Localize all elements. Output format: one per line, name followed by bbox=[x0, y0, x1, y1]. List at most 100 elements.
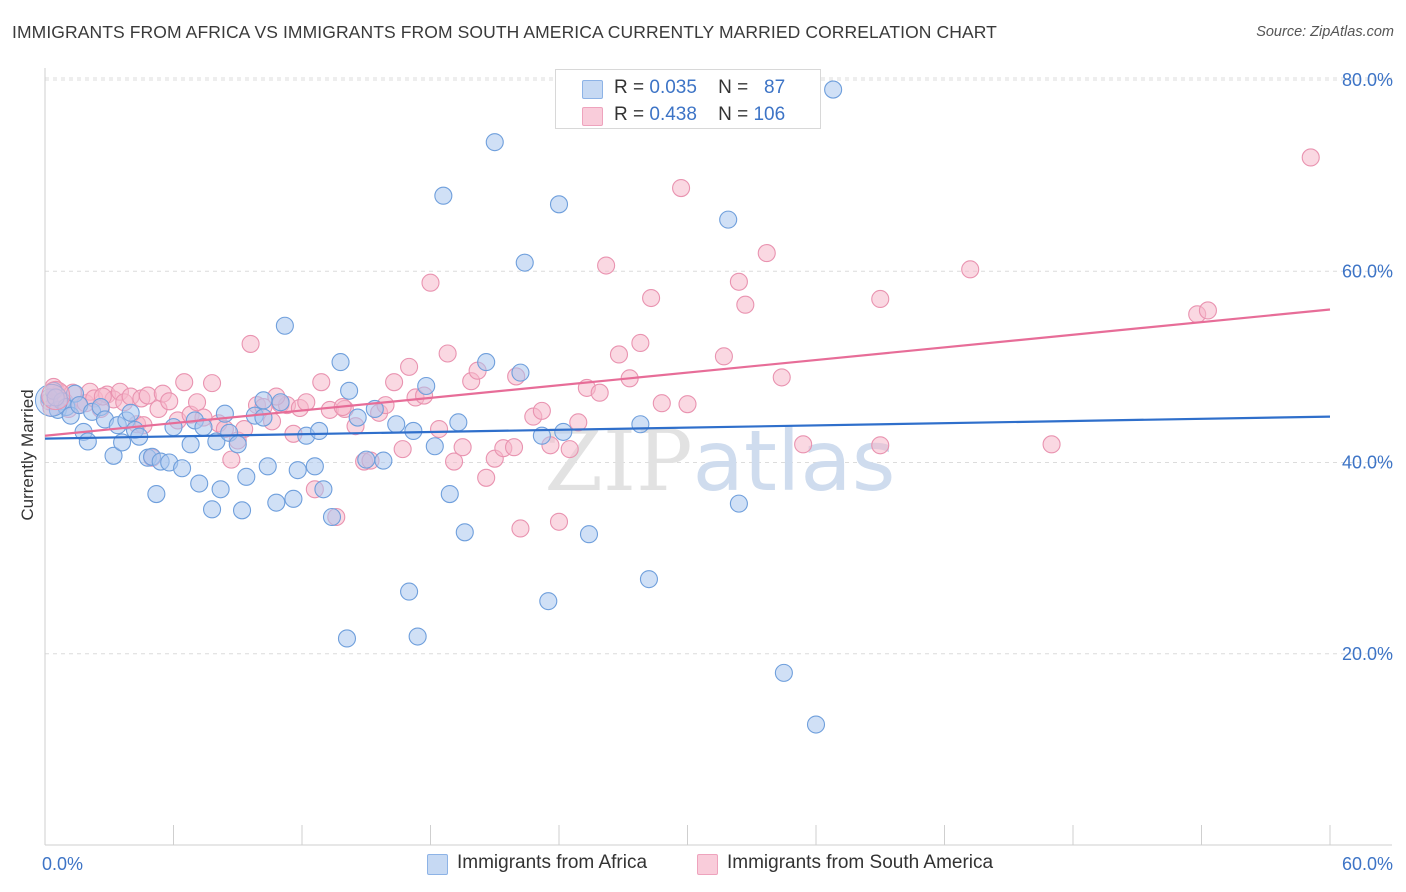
r-value: 0.438 bbox=[649, 104, 697, 125]
axes: 20.0% 40.0% 60.0% 80.0% 0.0% 60.0% bbox=[42, 68, 1393, 874]
point-south-america bbox=[871, 436, 890, 455]
point-africa bbox=[532, 426, 551, 445]
legend-label-africa: Immigrants from Africa bbox=[457, 852, 648, 873]
point-south-america bbox=[736, 295, 755, 314]
legend-swatch-africa bbox=[582, 80, 603, 99]
trend-line-africa bbox=[44, 415, 1331, 440]
point-africa bbox=[284, 489, 303, 508]
correlation-legend: R = 0.035 N = 87 R = 0.438 N = 106 bbox=[555, 69, 821, 129]
point-africa bbox=[719, 210, 738, 229]
point-south-america bbox=[430, 419, 449, 439]
point-africa bbox=[254, 391, 273, 410]
point-south-america bbox=[222, 450, 241, 469]
point-south-america bbox=[549, 512, 569, 531]
point-africa bbox=[267, 493, 286, 512]
point-africa bbox=[275, 316, 294, 335]
n-value: 87 bbox=[764, 77, 786, 98]
trend-lines bbox=[44, 308, 1331, 440]
point-africa bbox=[121, 403, 140, 422]
point-africa bbox=[271, 393, 290, 412]
grid-lines bbox=[45, 77, 1392, 655]
point-south-america bbox=[188, 393, 207, 412]
point-south-america bbox=[438, 344, 457, 363]
legend-item-africa: Immigrants from Africa bbox=[427, 852, 667, 876]
point-africa bbox=[207, 432, 226, 451]
point-south-america bbox=[678, 395, 697, 414]
point-africa bbox=[554, 422, 573, 441]
point-africa bbox=[314, 480, 333, 499]
n-label: N = bbox=[718, 104, 749, 125]
point-south-america bbox=[312, 373, 331, 392]
point-africa bbox=[774, 663, 793, 682]
legend-row-africa: R = 0.035 N = 87 bbox=[556, 75, 820, 102]
point-africa bbox=[374, 451, 393, 470]
point-africa bbox=[348, 408, 367, 427]
point-africa bbox=[237, 467, 256, 486]
point-africa bbox=[539, 592, 558, 611]
point-south-america bbox=[297, 393, 316, 412]
point-africa bbox=[147, 485, 166, 504]
y-tick-label: 40.0% bbox=[1342, 453, 1393, 473]
point-africa bbox=[434, 186, 453, 205]
r-value: 0.035 bbox=[649, 77, 697, 98]
point-south-america bbox=[714, 347, 733, 366]
point-south-america bbox=[642, 288, 661, 308]
point-south-america bbox=[794, 435, 813, 454]
point-africa bbox=[485, 133, 504, 152]
point-south-america bbox=[477, 468, 496, 487]
point-africa bbox=[331, 353, 350, 372]
point-south-america bbox=[757, 244, 776, 263]
point-africa bbox=[46, 388, 65, 407]
point-south-america bbox=[590, 383, 609, 402]
point-south-america bbox=[445, 452, 464, 471]
legend-text-south-america: R = 0.438 N = 106 bbox=[614, 104, 785, 126]
point-africa bbox=[254, 408, 273, 427]
y-axis-label: Currently Married bbox=[18, 389, 37, 520]
point-africa bbox=[228, 435, 247, 454]
point-south-america bbox=[41, 381, 71, 411]
point-africa bbox=[579, 525, 599, 544]
point-africa bbox=[477, 353, 496, 372]
point-south-america bbox=[631, 333, 650, 353]
point-africa bbox=[400, 582, 419, 601]
point-south-america bbox=[511, 519, 530, 538]
point-south-america bbox=[175, 373, 194, 392]
point-africa bbox=[824, 80, 843, 99]
point-south-america bbox=[772, 368, 791, 387]
point-africa bbox=[310, 421, 329, 440]
r-label: R = bbox=[614, 77, 645, 98]
point-africa bbox=[258, 457, 277, 476]
point-africa bbox=[631, 415, 650, 434]
point-africa bbox=[425, 437, 444, 456]
legend-row-south-america: R = 0.438 N = 106 bbox=[556, 102, 820, 129]
point-south-america bbox=[532, 401, 551, 420]
point-africa bbox=[340, 381, 359, 400]
point-africa bbox=[104, 446, 123, 465]
r-label: R = bbox=[614, 104, 645, 125]
point-south-america bbox=[560, 440, 579, 459]
point-south-america bbox=[672, 179, 691, 198]
point-south-america bbox=[1042, 435, 1061, 454]
y-tick-label: 80.0% bbox=[1342, 70, 1393, 90]
point-africa bbox=[449, 413, 468, 432]
source-label: Source: ZipAtlas.com bbox=[1256, 24, 1394, 40]
point-africa bbox=[288, 461, 307, 480]
x-tick-label: 60.0% bbox=[1342, 854, 1393, 874]
point-africa bbox=[417, 376, 436, 396]
point-south-america bbox=[421, 273, 440, 292]
point-south-america bbox=[871, 289, 890, 309]
point-south-america bbox=[961, 260, 980, 279]
point-africa bbox=[357, 450, 376, 469]
point-africa bbox=[173, 459, 192, 478]
point-africa bbox=[78, 432, 97, 451]
point-south-america bbox=[729, 272, 748, 291]
point-africa bbox=[337, 629, 357, 648]
point-south-america bbox=[1301, 148, 1320, 167]
point-south-america bbox=[241, 334, 260, 353]
point-africa bbox=[729, 494, 748, 513]
y-tick-label: 60.0% bbox=[1342, 261, 1393, 281]
point-africa bbox=[181, 435, 200, 454]
point-south-america bbox=[203, 374, 222, 393]
point-south-america bbox=[504, 438, 524, 457]
